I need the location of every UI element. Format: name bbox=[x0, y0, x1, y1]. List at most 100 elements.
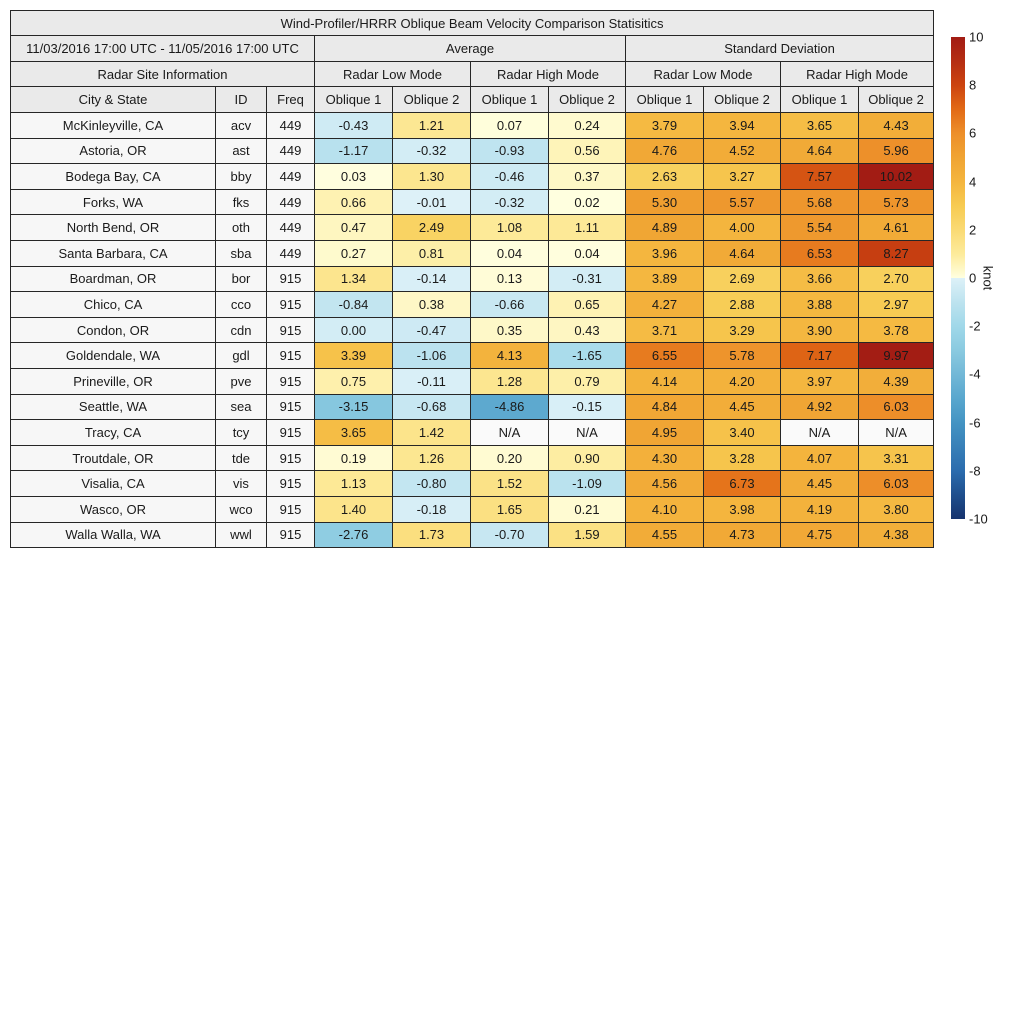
column-header-row: City & State ID Freq Oblique 1 Oblique 2… bbox=[10, 86, 935, 113]
site-id-cell: sea bbox=[215, 393, 267, 421]
freq-cell: 915 bbox=[266, 393, 315, 421]
value-cell: -1.09 bbox=[548, 470, 626, 497]
table-row: Chico, CA cco 915 -0.84 0.38 -0.66 0.65 4.27 2.8… bbox=[10, 291, 935, 318]
value-cell: 0.04 bbox=[548, 239, 626, 267]
value-cell: 4.56 bbox=[625, 470, 704, 497]
value-cell: 0.56 bbox=[548, 137, 626, 165]
colorbar-tick-label: -6 bbox=[969, 415, 981, 431]
value-cell: 3.65 bbox=[314, 419, 393, 446]
site-id-cell: bby bbox=[215, 163, 267, 190]
value-cell: 0.81 bbox=[392, 239, 471, 267]
value-cell: 0.90 bbox=[548, 444, 626, 472]
table-row: Troutdale, OR tde 915 0.19 1.26 0.20 0.90 4.30 3… bbox=[10, 444, 935, 472]
site-id-cell: oth bbox=[215, 214, 267, 241]
colorbar-tick-label: 6 bbox=[969, 125, 977, 141]
group-header-average: Average bbox=[314, 35, 626, 62]
table-body: McKinleyville, CA acv 449 -0.43 1.21 0.07 0.24… bbox=[10, 112, 935, 549]
value-cell: 6.53 bbox=[780, 239, 859, 267]
value-cell: 3.39 bbox=[314, 342, 393, 369]
value-cell: 5.68 bbox=[780, 188, 859, 216]
colorbar-unit-label: knot bbox=[980, 265, 996, 291]
value-cell: 3.89 bbox=[625, 265, 704, 293]
value-cell: 1.28 bbox=[470, 367, 549, 395]
value-cell: 7.57 bbox=[780, 163, 859, 190]
value-cell: 1.13 bbox=[314, 470, 393, 497]
city-cell: Chico, CA bbox=[10, 291, 216, 318]
group-header-row: 11/03/2016 17:00 UTC - 11/05/2016 17:00 … bbox=[10, 35, 935, 62]
city-cell: Astoria, OR bbox=[10, 137, 216, 165]
value-cell: 3.65 bbox=[780, 112, 859, 139]
mode-header-row: Radar Site Information Radar Low Mode Ra… bbox=[10, 61, 935, 87]
value-cell: 3.27 bbox=[703, 163, 781, 190]
value-cell: 0.47 bbox=[314, 214, 393, 241]
site-id-cell: pve bbox=[215, 367, 267, 395]
freq-cell: 915 bbox=[266, 444, 315, 472]
value-cell: 4.45 bbox=[780, 470, 859, 497]
title-row: Wind-Profiler/HRRR Oblique Beam Velocity… bbox=[9, 10, 935, 36]
value-cell: 3.98 bbox=[703, 495, 781, 523]
colorbar-tick-label: -2 bbox=[969, 318, 981, 334]
value-cell: 0.19 bbox=[314, 444, 393, 472]
city-cell: Prineville, OR bbox=[10, 367, 216, 395]
site-id-cell: cco bbox=[215, 291, 267, 318]
colorbar-tick-label: 8 bbox=[969, 77, 977, 93]
value-cell: 4.20 bbox=[703, 367, 781, 395]
value-cell: 3.40 bbox=[703, 419, 781, 446]
value-cell: 0.02 bbox=[548, 188, 626, 216]
value-cell: 0.27 bbox=[314, 239, 393, 267]
column-header-freq: Freq bbox=[266, 86, 315, 113]
site-id-cell: vis bbox=[215, 470, 267, 497]
value-cell: 1.65 bbox=[470, 495, 549, 523]
value-cell: -0.43 bbox=[314, 112, 393, 139]
freq-cell: 915 bbox=[266, 495, 315, 523]
column-header-oblique1: Oblique 1 bbox=[314, 86, 393, 113]
value-cell: 0.04 bbox=[470, 239, 549, 267]
site-id-cell: ast bbox=[215, 137, 267, 165]
value-cell: 3.94 bbox=[703, 112, 781, 139]
value-cell: 4.39 bbox=[857, 367, 935, 395]
value-cell: -1.65 bbox=[548, 342, 626, 369]
value-cell: 5.30 bbox=[625, 188, 704, 216]
site-id-cell: cdn bbox=[215, 316, 267, 344]
value-cell: 0.20 bbox=[470, 444, 549, 472]
table-row: Tracy, CA tcy 915 3.65 1.42 N/A N/A 4.95 3.40 N/A… bbox=[10, 419, 935, 446]
value-cell: 0.03 bbox=[314, 163, 393, 190]
freq-cell: 915 bbox=[266, 316, 315, 344]
value-cell: -0.15 bbox=[548, 393, 626, 421]
site-id-cell: tcy bbox=[215, 419, 267, 446]
value-cell: 6.03 bbox=[857, 470, 935, 497]
value-cell: 6.73 bbox=[703, 470, 781, 497]
value-cell: -0.11 bbox=[392, 367, 471, 395]
value-cell: -1.06 bbox=[392, 342, 471, 369]
value-cell: 1.11 bbox=[548, 214, 626, 241]
value-cell: 0.00 bbox=[314, 316, 393, 344]
value-cell: 1.73 bbox=[392, 521, 471, 549]
value-cell: -0.14 bbox=[392, 265, 471, 293]
freq-cell: 915 bbox=[266, 367, 315, 395]
column-header-id: ID bbox=[215, 86, 267, 113]
value-cell: 1.21 bbox=[392, 112, 471, 139]
value-cell: N/A bbox=[857, 419, 935, 446]
value-cell: 0.65 bbox=[548, 291, 626, 318]
value-cell: 4.00 bbox=[703, 214, 781, 241]
value-cell: 1.08 bbox=[470, 214, 549, 241]
value-cell: 2.70 bbox=[857, 265, 935, 293]
value-cell: -0.18 bbox=[392, 495, 471, 523]
column-header-oblique2: Oblique 2 bbox=[392, 86, 471, 113]
value-cell: 3.80 bbox=[857, 495, 935, 523]
table-row: Wasco, OR wco 915 1.40 -0.18 1.65 0.21 4.10 3.98… bbox=[10, 495, 935, 523]
city-cell: Wasco, OR bbox=[10, 495, 216, 523]
city-cell: Visalia, CA bbox=[10, 470, 216, 497]
value-cell: 1.34 bbox=[314, 265, 393, 293]
city-cell: Santa Barbara, CA bbox=[10, 239, 216, 267]
table-row: Visalia, CA vis 915 1.13 -0.80 1.52 -1.09 4.56 6… bbox=[10, 470, 935, 497]
column-header-oblique2: Oblique 2 bbox=[857, 86, 935, 113]
city-cell: Condon, OR bbox=[10, 316, 216, 344]
value-cell: N/A bbox=[780, 419, 859, 446]
freq-cell: 915 bbox=[266, 291, 315, 318]
value-cell: 8.27 bbox=[857, 239, 935, 267]
value-cell: 0.37 bbox=[548, 163, 626, 190]
value-cell: 3.28 bbox=[703, 444, 781, 472]
value-cell: -3.15 bbox=[314, 393, 393, 421]
site-id-cell: fks bbox=[215, 188, 267, 216]
